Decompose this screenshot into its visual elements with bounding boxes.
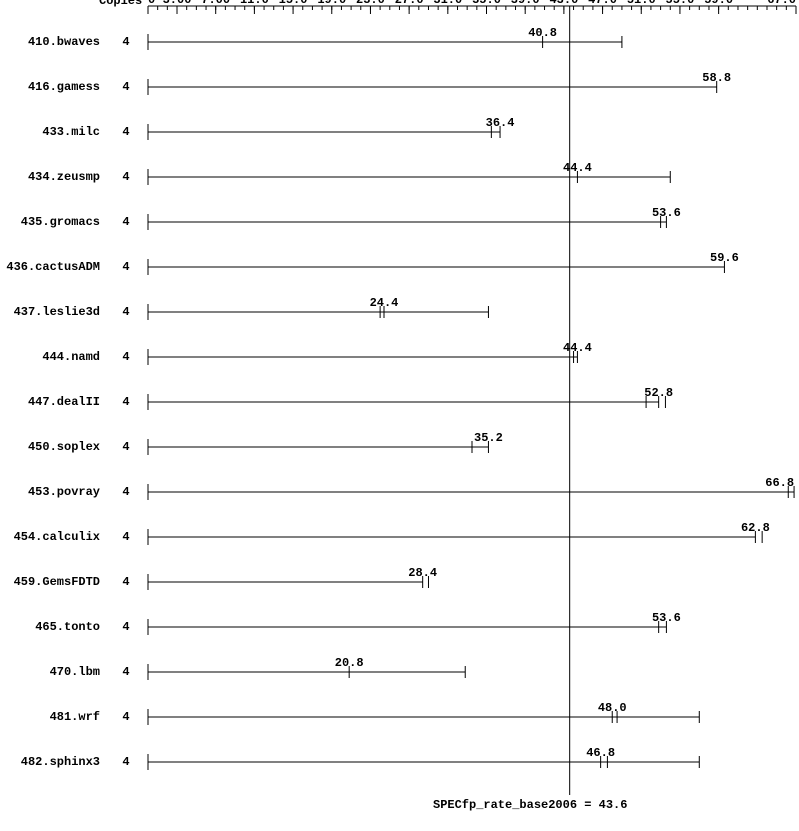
benchmark-name: 481.wrf xyxy=(50,710,100,724)
value-label: 52.8 xyxy=(644,386,673,400)
copies-value: 4 xyxy=(122,710,129,724)
benchmark-name: 433.milc xyxy=(42,125,100,139)
axis-tick-label: 43.0 xyxy=(549,0,578,7)
copies-value: 4 xyxy=(122,215,129,229)
axis-tick-label: 35.0 xyxy=(472,0,501,7)
copies-value: 4 xyxy=(122,485,129,499)
value-label: 20.8 xyxy=(335,656,364,670)
benchmark-name: 454.calculix xyxy=(14,530,100,544)
copies-value: 4 xyxy=(122,350,129,364)
value-label: 66.8 xyxy=(765,476,794,490)
value-label: 35.2 xyxy=(474,431,503,445)
benchmark-name: 459.GemsFDTD xyxy=(14,575,100,589)
chart-svg xyxy=(0,0,799,831)
value-label: 28.4 xyxy=(408,566,437,580)
axis-tick-label: 19.0 xyxy=(317,0,346,7)
axis-tick-label: 11.0 xyxy=(240,0,269,7)
spec-rate-chart: Copies SPECfp_rate_base2006 = 43.6 03.00… xyxy=(0,0,799,831)
copies-value: 4 xyxy=(122,35,129,49)
axis-tick-label: 51.0 xyxy=(627,0,656,7)
copies-value: 4 xyxy=(122,260,129,274)
value-label: 58.8 xyxy=(702,71,731,85)
benchmark-name: 416.gamess xyxy=(28,80,100,94)
copies-value: 4 xyxy=(122,395,129,409)
axis-tick-label: 55.0 xyxy=(666,0,695,7)
value-label: 46.8 xyxy=(586,746,615,760)
value-label: 62.8 xyxy=(741,521,770,535)
axis-tick-label: 3.00 xyxy=(163,0,192,7)
benchmark-name: 447.dealII xyxy=(28,395,100,409)
copies-value: 4 xyxy=(122,755,129,769)
value-label: 36.4 xyxy=(486,116,515,130)
value-label: 44.4 xyxy=(563,161,592,175)
copies-value: 4 xyxy=(122,665,129,679)
axis-tick-label: 47.0 xyxy=(588,0,617,7)
axis-tick-label: 0 xyxy=(148,0,155,7)
value-label: 59.6 xyxy=(710,251,739,265)
value-label: 48.0 xyxy=(598,701,627,715)
benchmark-name: 465.tonto xyxy=(35,620,100,634)
axis-tick-label: 67.0 xyxy=(767,0,796,7)
axis-tick-label: 59.0 xyxy=(704,0,733,7)
benchmark-name: 482.sphinx3 xyxy=(21,755,100,769)
copies-value: 4 xyxy=(122,170,129,184)
copies-value: 4 xyxy=(122,80,129,94)
benchmark-name: 444.namd xyxy=(42,350,100,364)
benchmark-name: 450.soplex xyxy=(28,440,100,454)
benchmark-name: 437.leslie3d xyxy=(14,305,100,319)
axis-tick-label: 7.00 xyxy=(201,0,230,7)
copies-value: 4 xyxy=(122,530,129,544)
copies-value: 4 xyxy=(122,620,129,634)
copies-value: 4 xyxy=(122,575,129,589)
value-label: 44.4 xyxy=(563,341,592,355)
benchmark-name: 434.zeusmp xyxy=(28,170,100,184)
benchmark-name: 436.cactusADM xyxy=(6,260,100,274)
benchmark-name: 435.gromacs xyxy=(21,215,100,229)
axis-tick-label: 31.0 xyxy=(433,0,462,7)
axis-tick-label: 15.0 xyxy=(279,0,308,7)
copies-value: 4 xyxy=(122,305,129,319)
benchmark-name: 470.lbm xyxy=(50,665,100,679)
copies-value: 4 xyxy=(122,440,129,454)
value-label: 53.6 xyxy=(652,611,681,625)
benchmark-name: 410.bwaves xyxy=(28,35,100,49)
value-label: 40.8 xyxy=(528,26,557,40)
value-label: 24.4 xyxy=(370,296,399,310)
axis-tick-label: 27.0 xyxy=(395,0,424,7)
axis-tick-label: 39.0 xyxy=(511,0,540,7)
value-label: 53.6 xyxy=(652,206,681,220)
copies-value: 4 xyxy=(122,125,129,139)
axis-tick-label: 23.0 xyxy=(356,0,385,7)
benchmark-name: 453.povray xyxy=(28,485,100,499)
